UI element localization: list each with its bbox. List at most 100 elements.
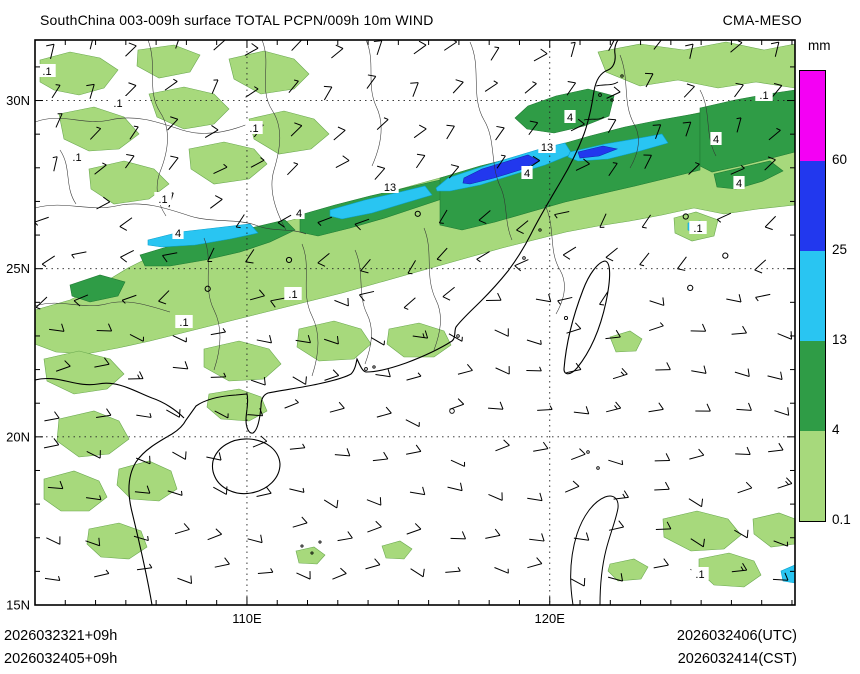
- wind-barb: [332, 567, 347, 580]
- wind-barb: [164, 78, 178, 91]
- wind-barb: [777, 477, 793, 489]
- colorbar-bar: [799, 70, 826, 522]
- wind-barb: [52, 156, 58, 172]
- wind-barb: [329, 401, 345, 413]
- wind-barb: [570, 118, 585, 132]
- lat-axis-label: 30N: [6, 93, 30, 108]
- wind-barb: [290, 122, 303, 137]
- wind-barb: [284, 399, 299, 409]
- wind-barb: [731, 325, 747, 335]
- calm-wind-circle: [722, 252, 729, 259]
- wind-barb: [648, 322, 664, 332]
- wind-barb: [167, 116, 179, 131]
- national-border: [35, 377, 185, 419]
- contour-label: 13: [538, 140, 556, 154]
- wind-barb: [403, 297, 416, 310]
- wind-barb: [247, 408, 264, 417]
- precip-region-0.1mm: [56, 410, 130, 458]
- wind-barb: [89, 126, 102, 140]
- precip-region-13mm: [147, 223, 259, 248]
- wind-barb: [771, 83, 783, 98]
- wind-barb: [643, 154, 652, 169]
- wind-barb: [85, 537, 101, 547]
- wind-barb: [136, 412, 152, 418]
- wind-barb: [533, 441, 549, 452]
- wind-barb: [207, 528, 222, 541]
- wind-barb: [554, 211, 570, 219]
- colorbar-tick-label: 25: [832, 242, 848, 257]
- wind-barb: [447, 482, 463, 492]
- colorbar-tick-label: 0.1: [832, 512, 851, 527]
- wind-barb: [612, 367, 628, 380]
- wind-barb: [250, 377, 266, 386]
- wind-barb: [277, 214, 292, 228]
- wind-barb: [134, 485, 151, 494]
- colorbar-segment: [800, 71, 825, 161]
- wind-barb: [373, 40, 383, 56]
- wind-barb: [44, 411, 60, 422]
- wind-barb: [735, 446, 751, 455]
- wind-barb: [46, 43, 55, 59]
- map-frame: [34, 39, 796, 606]
- wind-barb: [528, 120, 539, 136]
- contour-label: 4: [293, 206, 305, 220]
- wind-barb: [120, 249, 134, 263]
- wind-barb: [35, 296, 48, 310]
- wind-barb: [89, 40, 93, 50]
- contour-label: .1: [245, 121, 263, 135]
- contour-label: 4: [521, 166, 533, 180]
- svg-text:.1: .1: [759, 90, 768, 102]
- wind-barb: [496, 154, 506, 169]
- contour-label: 4: [172, 226, 184, 240]
- wind-barb: [773, 540, 789, 547]
- wind-barb: [406, 444, 422, 455]
- wind-barb: [292, 376, 307, 385]
- wind-barb: [337, 531, 353, 542]
- svg-text:.1: .1: [179, 317, 188, 329]
- precip-region-0.1mm: [609, 330, 643, 353]
- wind-barb: [449, 398, 465, 410]
- wind-barb: [324, 369, 340, 381]
- wind-barb: [406, 523, 422, 535]
- wind-barb: [444, 40, 458, 51]
- wind-barb: [770, 41, 780, 57]
- wind-barb: [204, 285, 211, 292]
- contour-label: 4: [564, 110, 576, 124]
- precip-region-0.1mm: [203, 340, 282, 382]
- wind-barb: [608, 162, 618, 177]
- wind-barb: [51, 84, 61, 99]
- wind-barb: [446, 124, 455, 140]
- wind-barb: [494, 567, 509, 574]
- wind-barb: [210, 328, 226, 336]
- wind-barb: [172, 361, 189, 370]
- footer-init-time-cst: 2026032405+09h: [4, 651, 118, 667]
- wind-barb: [323, 499, 339, 509]
- contour-label: .1: [154, 192, 172, 206]
- wind-barb: [655, 521, 672, 531]
- chart-title: SouthChina 003-009h surface TOTAL PCPN/0…: [40, 12, 434, 28]
- precip-region-0.1mm: [206, 388, 268, 422]
- wind-barb: [374, 165, 386, 180]
- wind-barb: [774, 407, 790, 416]
- wind-barb: [354, 218, 370, 231]
- wind-barb: [608, 520, 625, 531]
- lon-axis-label: 110E: [232, 611, 262, 626]
- wind-barb: [47, 480, 64, 490]
- wind-barb: [335, 155, 350, 169]
- colorbar: 60 25 13 4 0.1: [799, 70, 859, 527]
- colorbar-tick-label: 4: [832, 422, 840, 437]
- wind-barb: [119, 217, 133, 231]
- wind-barb: [607, 573, 624, 582]
- svg-text:.1: .1: [158, 194, 167, 206]
- wind-barb: [734, 82, 744, 98]
- wind-barb: [73, 294, 89, 307]
- wind-barb: [86, 83, 95, 99]
- precip-region-0.1mm: [228, 50, 310, 95]
- wind-barb: [478, 210, 491, 225]
- precip-region-0.1mm: [58, 106, 140, 152]
- svg-text:.1: .1: [288, 289, 297, 301]
- wind-barb: [764, 156, 776, 171]
- wind-barb: [96, 323, 113, 332]
- wind-barb: [605, 329, 621, 340]
